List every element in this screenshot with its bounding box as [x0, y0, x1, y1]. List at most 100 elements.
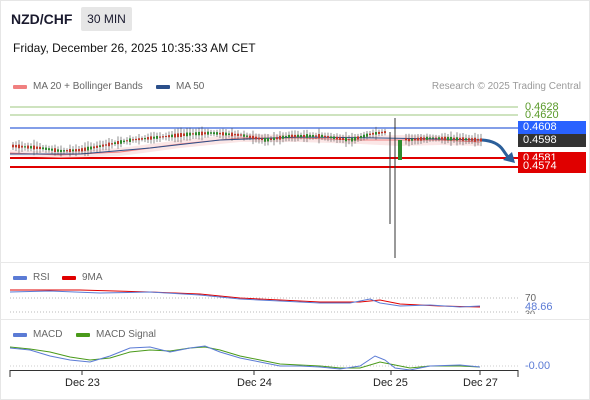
ma9-label: 9MA — [82, 272, 103, 283]
candle-body — [147, 137, 149, 140]
candle-body — [282, 135, 284, 139]
candle-body — [243, 134, 245, 137]
candle-body — [159, 136, 161, 138]
candle-body — [336, 136, 338, 140]
candle-body — [156, 135, 158, 139]
candle-body — [315, 135, 317, 137]
candle-body — [246, 135, 248, 137]
candle-body — [45, 147, 47, 150]
candle-body — [24, 146, 26, 148]
candle-body — [417, 137, 419, 141]
candle-body — [171, 134, 173, 138]
candle-body — [183, 133, 185, 136]
candle-body — [210, 132, 212, 134]
candle-body — [477, 138, 479, 141]
candle-body — [174, 133, 176, 138]
candle-body — [120, 140, 122, 144]
ma9-swatch — [62, 275, 76, 280]
candle-body — [465, 138, 467, 141]
legend-macd: MACD — [13, 329, 62, 340]
candle-body — [279, 135, 281, 140]
candle-body — [84, 147, 86, 151]
candle-body — [69, 149, 71, 153]
rsi-level-70: 70 — [525, 293, 537, 304]
candle-body — [366, 133, 368, 137]
candle-body — [354, 136, 356, 141]
candle-body — [480, 138, 482, 142]
candle-body — [423, 137, 425, 140]
candle-body — [324, 135, 326, 138]
candle-body — [132, 139, 134, 141]
candle-body — [255, 136, 257, 140]
timestamp: Friday, December 26, 2025 10:35:33 AM CE… — [13, 41, 256, 55]
candle-body — [99, 145, 101, 148]
candle-body — [108, 142, 110, 147]
candle-body — [153, 136, 155, 139]
candle-body — [12, 144, 14, 148]
candle-body — [177, 133, 179, 138]
candle-body — [408, 138, 410, 142]
candle-body — [294, 134, 296, 138]
candle-body — [369, 133, 371, 135]
candle-body — [114, 142, 116, 145]
candle-body — [90, 146, 92, 150]
rsi-value: 48.66 — [525, 301, 553, 313]
candle-body — [36, 146, 38, 149]
rsi-ma9-line — [10, 289, 481, 308]
candle-body — [39, 146, 41, 150]
candle-body — [87, 146, 89, 151]
candle-body — [102, 144, 104, 147]
price-tag-4598: 0.4598 — [518, 134, 586, 147]
x-label-dec27: Dec 27 — [463, 377, 498, 389]
candle-body — [111, 143, 113, 145]
candle-body — [297, 134, 299, 138]
candlesticks — [12, 126, 482, 157]
x-label-dec23: Dec 23 — [65, 377, 100, 389]
candle-body — [288, 134, 290, 138]
candle-body — [237, 133, 239, 136]
forecast-arrowhead — [503, 152, 515, 163]
ma20-label: MA 20 + Bollinger Bands — [33, 81, 143, 92]
candle-body — [240, 134, 242, 136]
candle-body — [420, 137, 422, 141]
candle-body — [66, 150, 68, 152]
legend-rsi: RSI — [13, 272, 50, 283]
price-label-4628: 0.4628 — [525, 101, 559, 113]
macd-signal-swatch — [76, 332, 90, 337]
candle-body — [441, 137, 443, 140]
candle-body — [60, 149, 62, 153]
rsi-label: RSI — [33, 272, 50, 283]
candle-body — [363, 134, 365, 138]
ma50-label: MA 50 — [176, 81, 205, 92]
credit-text: Research © 2025 Trading Central — [431, 81, 581, 92]
candle-body — [474, 137, 476, 142]
candle-body — [162, 136, 164, 138]
candle-body — [249, 135, 251, 138]
macd-signal-line — [9, 346, 481, 369]
candle-body — [321, 134, 323, 138]
chart-header: NZD/CHF 30 MIN Friday, December 26, 2025… — [0, 0, 590, 64]
legend-9ma: 9MA — [62, 272, 103, 283]
candle-body — [198, 131, 200, 136]
rsi-swatch — [13, 275, 27, 280]
candle-body — [225, 132, 227, 136]
candle-body — [285, 136, 287, 138]
macd-line — [9, 345, 481, 371]
macd-swatch — [13, 332, 27, 337]
candle-body — [123, 140, 125, 143]
candle-body — [357, 136, 359, 140]
candle-body — [276, 137, 278, 140]
macd-signal-label: MACD Signal — [96, 329, 157, 340]
candle-body — [168, 135, 170, 138]
candle-body — [126, 140, 128, 142]
candle-body — [378, 131, 380, 134]
candle-body — [222, 132, 224, 136]
candle-body — [96, 145, 98, 148]
candle-body — [471, 138, 473, 141]
candle-body — [207, 131, 209, 135]
interval-button[interactable]: 30 MIN — [81, 7, 132, 31]
candle-body — [453, 137, 455, 140]
candle-body — [300, 134, 302, 138]
price-tag-4608: 0.4608 — [518, 121, 586, 134]
